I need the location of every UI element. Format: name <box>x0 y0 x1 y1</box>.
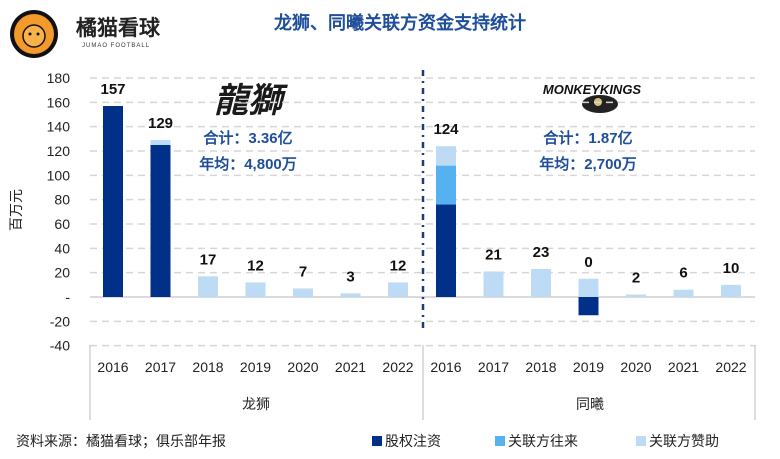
annotation-longlions-avg: 年均：4,800万 <box>199 155 297 173</box>
bar-关联方赞助 <box>245 282 266 297</box>
data-label: 0 <box>584 254 592 271</box>
y-tick-label: 120 <box>47 143 71 159</box>
x-tick-label: 2022 <box>715 359 746 375</box>
brand-sub: JUMAO FOOTBALL <box>82 43 150 49</box>
y-tick-label: 60 <box>54 216 70 232</box>
legend-swatch <box>636 436 646 446</box>
data-label: 124 <box>433 121 459 138</box>
x-tick-label: 2020 <box>620 359 651 375</box>
data-label: 157 <box>100 81 125 98</box>
bar-关联方赞助 <box>198 276 218 297</box>
y-tick-label: 100 <box>47 167 71 183</box>
x-tick-label: 2017 <box>478 359 509 375</box>
bar-股权注资 <box>436 204 456 297</box>
bar-关联方赞助 <box>483 271 504 297</box>
y-tick-label: -20 <box>50 313 70 329</box>
data-label: 6 <box>679 265 687 282</box>
bar-关联方赞助 <box>436 146 456 166</box>
data-label: 10 <box>723 260 740 277</box>
y-tick-label: 140 <box>47 119 71 135</box>
y-tick-label: 80 <box>54 192 70 208</box>
legend-swatch <box>495 436 505 446</box>
legend-label: 关联方赞助 <box>649 433 719 449</box>
x-tick-label: 2016 <box>97 359 128 375</box>
monkeykings-logo: MONKEYKINGS <box>543 82 642 113</box>
bar-关联方赞助 <box>531 269 551 297</box>
x-tick-label: 2018 <box>192 359 223 375</box>
chart-title: 龙狮、同曦关联方资金支持统计 <box>274 12 526 33</box>
legend-label: 关联方往来 <box>508 433 578 449</box>
bar-股权注资 <box>578 297 599 316</box>
data-label: 3 <box>346 268 354 285</box>
bar-关联方赞助 <box>388 282 408 297</box>
data-label: 2 <box>632 270 640 287</box>
svg-text:MONKEYKINGS: MONKEYKINGS <box>543 82 642 97</box>
source-note: 资料来源：橘猫看球；俱乐部年报 <box>16 433 226 450</box>
bar-关联方赞助 <box>626 294 646 297</box>
bar-关联方赞助 <box>673 289 694 297</box>
x-tick-label: 2019 <box>573 359 604 375</box>
bar-关联方赞助 <box>293 288 313 297</box>
brand-name: 橘猫看球 <box>76 16 161 40</box>
y-tick-label: 160 <box>47 94 71 110</box>
x-tick-label: 2016 <box>430 359 461 375</box>
legend-label: 股权注资 <box>385 433 441 449</box>
x-tick-label: 2019 <box>240 359 271 375</box>
bar-股权注资 <box>150 144 171 297</box>
group-label: 同曦 <box>576 396 604 412</box>
annotation-tongxi-total: 合计：1.87亿 <box>542 129 632 147</box>
data-label: 12 <box>247 257 264 274</box>
y-tick-label: 40 <box>54 240 70 256</box>
bar-关联方赞助 <box>340 293 361 297</box>
svg-text:龍獅: 龍獅 <box>214 82 288 120</box>
y-tick-label: 20 <box>54 265 70 281</box>
longlions-logo: 龍獅 <box>214 82 288 120</box>
brand-logo <box>10 10 58 58</box>
bar-关联方赞助 <box>721 284 741 297</box>
data-label: 17 <box>200 251 217 268</box>
legend-swatch <box>372 436 382 446</box>
data-label: 129 <box>148 115 173 132</box>
bar-股权注资 <box>103 105 123 297</box>
annotation-tongxi-avg: 年均：2,700万 <box>539 155 637 173</box>
group-label: 龙狮 <box>242 396 270 412</box>
bar-关联方往来 <box>436 165 456 205</box>
x-tick-label: 2021 <box>335 359 366 375</box>
x-tick-label: 2020 <box>287 359 318 375</box>
y-tick-label: 180 <box>47 70 71 86</box>
x-tick-label: 2018 <box>525 359 556 375</box>
x-tick-label: 2022 <box>382 359 413 375</box>
y-tick-label: -40 <box>50 338 70 354</box>
x-tick-label: 2021 <box>668 359 699 375</box>
data-label: 21 <box>485 246 502 263</box>
annotation-longlions-total: 合计：3.36亿 <box>202 129 292 147</box>
x-tick-label: 2017 <box>145 359 176 375</box>
y-axis-label: 百万元 <box>8 189 24 231</box>
y-tick-label: - <box>65 289 70 305</box>
data-label: 12 <box>390 257 407 274</box>
data-label: 7 <box>299 263 307 280</box>
bar-关联方赞助 <box>150 140 171 145</box>
bar-关联方赞助 <box>578 278 599 297</box>
data-label: 23 <box>533 244 550 261</box>
